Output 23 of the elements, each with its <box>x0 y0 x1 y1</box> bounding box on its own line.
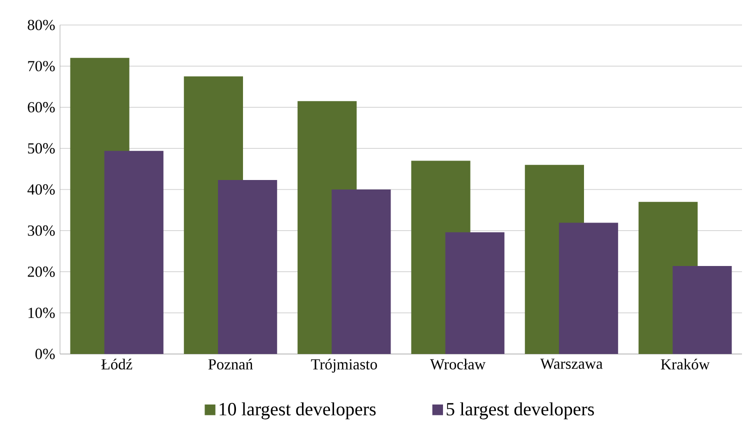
bar <box>104 150 164 354</box>
y-tick-label: 50% <box>28 143 55 154</box>
legend-label: 5 largest developers <box>446 402 594 420</box>
legend-label: 10 largest developers <box>220 402 376 420</box>
bar <box>332 189 391 354</box>
y-tick-label: 70% <box>28 60 55 72</box>
bar <box>218 180 278 354</box>
bar <box>672 266 732 354</box>
x-tick-label: Kraków <box>660 358 710 370</box>
y-tick-label: 80% <box>28 20 55 30</box>
bar <box>445 232 504 354</box>
y-tick-label: 40% <box>27 184 55 195</box>
y-tick-label: 30% <box>28 225 55 236</box>
y-tick-label: 0% <box>35 348 55 360</box>
bar <box>558 222 618 354</box>
x-tick-label: Poznań <box>208 358 253 370</box>
y-tick-label: 10% <box>28 308 55 318</box>
x-tick-label: Trójmiasto <box>311 358 377 373</box>
x-tick-label: Łódź <box>101 358 132 370</box>
y-tick-label: 20% <box>28 266 55 277</box>
y-tick-label: 60% <box>28 102 55 112</box>
x-tick-label: Warszawa <box>540 358 603 369</box>
x-tick-label: Wrocław <box>430 358 486 370</box>
